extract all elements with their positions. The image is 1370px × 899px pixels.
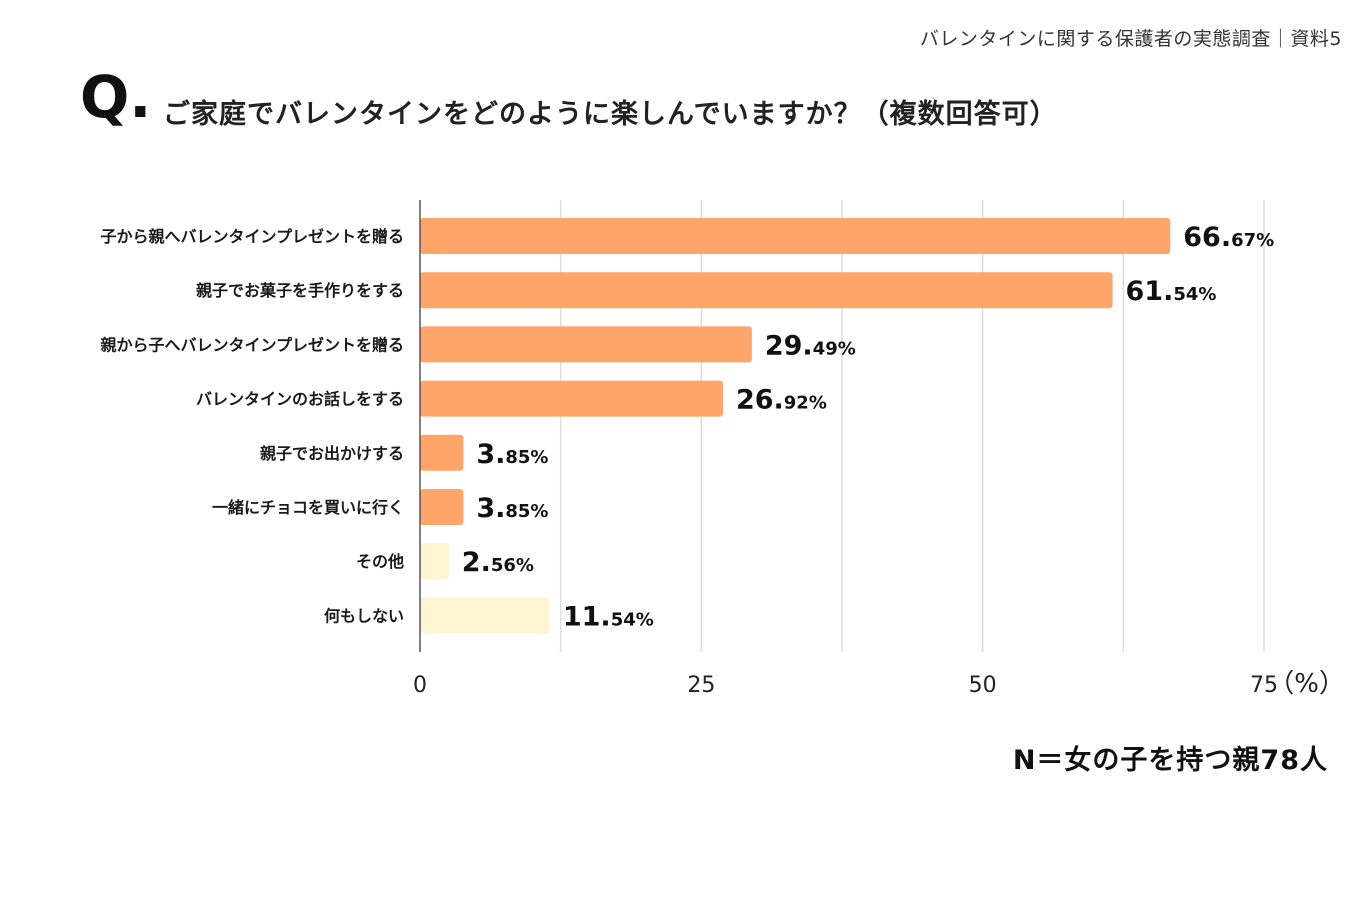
x-tick-label: 50 bbox=[969, 673, 997, 698]
question-mark: Q. bbox=[80, 63, 152, 131]
x-tick-label: 0 bbox=[413, 673, 427, 698]
data-label: 2.56% bbox=[462, 547, 534, 578]
source-label: バレンタインに関する保護者の実態調査｜資料5 bbox=[919, 28, 1342, 50]
data-label: 29.49% bbox=[765, 330, 856, 361]
data-label: 66.67% bbox=[1183, 222, 1274, 253]
bar bbox=[420, 597, 550, 634]
data-label: 11.54% bbox=[563, 601, 654, 632]
x-unit-label: （%） bbox=[1268, 669, 1345, 699]
category-label: 親子でお菓子を手作りをする bbox=[196, 281, 404, 300]
bar bbox=[420, 326, 752, 363]
category-label: 何もしない bbox=[324, 606, 404, 625]
category-label: その他 bbox=[356, 552, 404, 571]
bar bbox=[420, 218, 1171, 254]
bar bbox=[420, 543, 449, 580]
bar bbox=[420, 489, 464, 525]
chart-title: ご家庭でバレンタインをどのように楽しんでいますか？（複数回答可） bbox=[163, 99, 1058, 130]
category-label: 一緒にチョコを買いに行く bbox=[212, 498, 404, 517]
data-label: 3.85% bbox=[476, 493, 548, 524]
data-label: 26.92% bbox=[736, 385, 827, 416]
bar bbox=[420, 272, 1113, 309]
category-label: 親から子へバレンタインプレゼントを贈る bbox=[100, 335, 404, 354]
bar bbox=[420, 434, 464, 471]
data-label: 3.85% bbox=[476, 439, 548, 470]
x-tick-label: 25 bbox=[687, 673, 715, 698]
category-label: バレンタインのお話しをする bbox=[196, 390, 404, 409]
category-label: 子から親へバレンタインプレゼントを贈る bbox=[100, 227, 404, 246]
data-label: 61.54% bbox=[1126, 276, 1217, 307]
x-tick-label: 75 bbox=[1250, 673, 1278, 698]
sample-size-note: N＝女の子を持つ親78人 bbox=[1012, 745, 1328, 776]
category-label: 親子でお出かけする bbox=[260, 444, 404, 463]
bar bbox=[420, 380, 723, 417]
